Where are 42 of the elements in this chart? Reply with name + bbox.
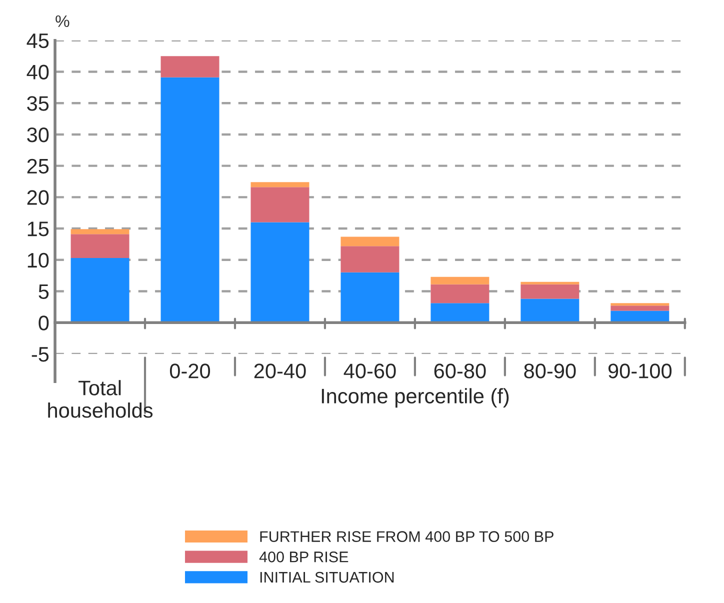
y-axis-title: % bbox=[56, 15, 70, 28]
y-tick-label: 25 bbox=[27, 158, 49, 174]
y-tick-label: -5 bbox=[32, 347, 49, 362]
bar bbox=[250, 187, 310, 222]
bar bbox=[430, 284, 490, 304]
bar bbox=[520, 284, 580, 299]
y-tick-label: 35 bbox=[27, 96, 49, 111]
bar bbox=[610, 303, 670, 306]
bar bbox=[70, 258, 130, 323]
x-tick-label: 0-20 bbox=[170, 364, 210, 378]
y-tick-label: 30 bbox=[27, 127, 49, 142]
bar bbox=[340, 246, 400, 272]
bar bbox=[430, 303, 490, 323]
x-tick-label: 80-90 bbox=[524, 364, 576, 378]
bar bbox=[430, 276, 490, 284]
bar bbox=[160, 56, 220, 78]
legend-label: INITIAL SITUATION bbox=[260, 572, 394, 583]
bar bbox=[250, 182, 310, 188]
bar bbox=[520, 282, 580, 284]
bar bbox=[340, 272, 400, 323]
y-tick-label: 10 bbox=[28, 252, 49, 268]
x-tick-label: 60-80 bbox=[434, 364, 486, 378]
x-tick-label: 20-40 bbox=[254, 364, 306, 378]
x-tick-label: Total households bbox=[48, 380, 153, 418]
x-axis-title: Income percentile (f) bbox=[322, 388, 509, 408]
bar bbox=[70, 234, 130, 258]
x-tick-label: 90-100 bbox=[608, 364, 672, 378]
x-tick-label: 40-60 bbox=[344, 364, 396, 378]
y-tick-label: 40 bbox=[26, 64, 49, 80]
bar bbox=[520, 298, 580, 323]
bar bbox=[250, 222, 310, 323]
y-tick-label: 0 bbox=[38, 316, 49, 330]
bar bbox=[340, 236, 400, 246]
bar bbox=[160, 77, 220, 323]
legend-label: FURTHER RISE FROM 400 BP TO 500 BP bbox=[260, 531, 554, 542]
bar bbox=[610, 306, 670, 311]
y-tick-label: 20 bbox=[27, 190, 49, 205]
y-tick-label: 45 bbox=[26, 34, 49, 48]
y-tick-label: 15 bbox=[28, 222, 49, 236]
legend-label: 400 BP RISE bbox=[259, 552, 348, 562]
y-tick-label: 5 bbox=[38, 284, 49, 300]
bar bbox=[70, 229, 130, 234]
